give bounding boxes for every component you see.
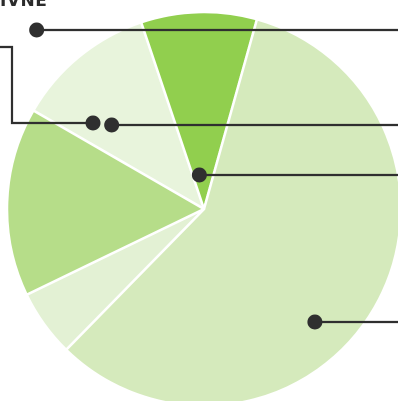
callout-line xyxy=(0,45,93,125)
callout-dot xyxy=(307,314,323,330)
pie-slice xyxy=(64,18,398,401)
chart-title-cut: IVNE xyxy=(0,0,48,11)
pie-slice xyxy=(32,21,206,211)
callout-dot xyxy=(29,22,45,38)
callout-dot xyxy=(104,117,120,133)
callouts xyxy=(0,22,398,330)
pie-slice xyxy=(139,10,259,211)
pie-slices xyxy=(5,10,398,401)
callout-dot xyxy=(85,115,101,131)
pie-slice xyxy=(5,109,206,296)
callout-dot xyxy=(191,167,207,183)
